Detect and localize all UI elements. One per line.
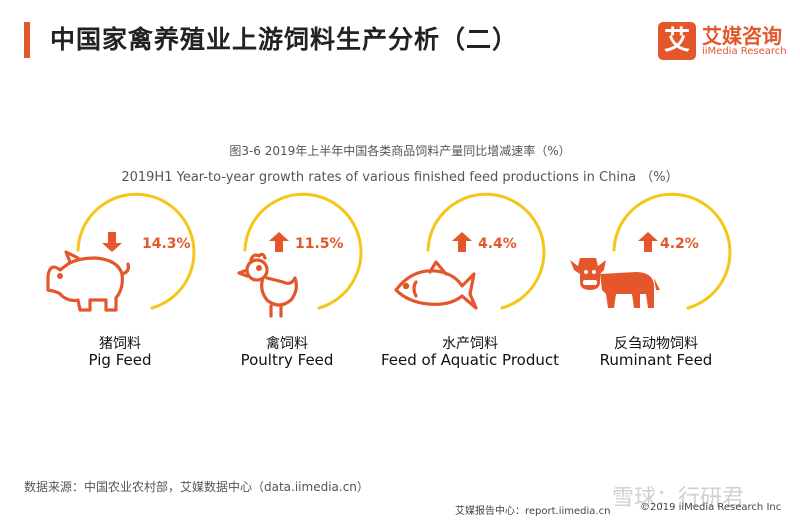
feed-name-en: Pig Feed bbox=[88, 351, 152, 369]
page-title: 中国家禽养殖业上游饲料生产分析（二） bbox=[50, 25, 519, 54]
feed-item-pig: 14.3% 猪饲料 Pig Feed bbox=[20, 190, 220, 380]
growth-arc bbox=[426, 192, 546, 310]
growth-value: 4.2% bbox=[660, 236, 699, 252]
arrow-down-icon bbox=[102, 232, 122, 252]
feed-item-pig-graphic: 14.3% bbox=[46, 192, 196, 312]
logo-text-en: iiMedia Research bbox=[702, 46, 787, 57]
growth-value: 4.4% bbox=[478, 236, 517, 252]
chart-subtitle: 2019H1 Year-to-year growth rates of vari… bbox=[121, 170, 679, 185]
feed-name-en: Poultry Feed bbox=[240, 351, 334, 369]
iimedia-logo: 艾 艾媒咨询 iiMedia Research bbox=[658, 22, 787, 62]
data-source: 数据来源：中国农业农村部，艾媒数据中心（data.iimedia.cn） bbox=[24, 480, 369, 494]
feed-name-cn: 猪饲料 bbox=[99, 336, 141, 352]
arrow-down-shape bbox=[102, 232, 122, 252]
growth-value: 11.5% bbox=[295, 236, 344, 252]
cow-icon bbox=[570, 258, 660, 308]
feed-item-poultry-graphic: 11.5% bbox=[237, 192, 363, 318]
arrow-up-icon bbox=[638, 232, 658, 252]
footer-bar: 艾媒报告中心：report.iimedia.cn ©2019 iiMedia R… bbox=[0, 500, 800, 520]
arrow-up-icon bbox=[452, 232, 472, 252]
pig-icon bbox=[46, 250, 130, 312]
feed-name-cn: 水产饲料 bbox=[442, 336, 498, 352]
feed-item-aquatic-graphic: 4.4% bbox=[394, 192, 546, 310]
arrow-up-shape bbox=[638, 232, 658, 252]
logo-text-cn: 艾媒咨询 bbox=[702, 24, 782, 48]
feed-item-poultry: 11.5% 禽饲料 Poultry Feed bbox=[187, 190, 387, 380]
growth-arc bbox=[612, 192, 732, 310]
copyright: ©2019 iiMedia Research Inc bbox=[640, 502, 782, 513]
feed-name-cn: 反刍动物饲料 bbox=[614, 336, 698, 352]
feed-item-ruminant-graphic: 4.2% bbox=[570, 192, 732, 310]
growth-arc bbox=[76, 192, 196, 310]
watermark: 雪球：行研君 bbox=[612, 486, 745, 511]
fish-icon bbox=[394, 260, 478, 310]
feed-item-ruminant: 4.2% 反刍动物饲料 Ruminant Feed bbox=[556, 190, 756, 380]
feed-name-en: Feed of Aquatic Product bbox=[380, 351, 559, 369]
title-accent-bar bbox=[24, 22, 30, 58]
arrow-up-shape bbox=[269, 232, 289, 252]
chicken-icon bbox=[237, 252, 298, 318]
feed-name-cn: 禽饲料 bbox=[266, 336, 308, 352]
growth-value: 14.3% bbox=[142, 236, 191, 252]
logo-mark: 艾 bbox=[658, 22, 696, 60]
arrow-up-shape bbox=[452, 232, 472, 252]
arrow-up-icon bbox=[269, 232, 289, 252]
feed-name-en: Ruminant Feed bbox=[599, 351, 713, 369]
growth-arc bbox=[243, 192, 363, 310]
report-center-link[interactable]: 艾媒报告中心：report.iimedia.cn bbox=[455, 506, 611, 517]
chart-title: 图3-6 2019年上半年中国各类商品饲料产量同比增减速率（%） bbox=[229, 144, 571, 158]
feed-item-aquatic: 4.4% 水产饲料 Feed of Aquatic Product bbox=[370, 190, 570, 380]
